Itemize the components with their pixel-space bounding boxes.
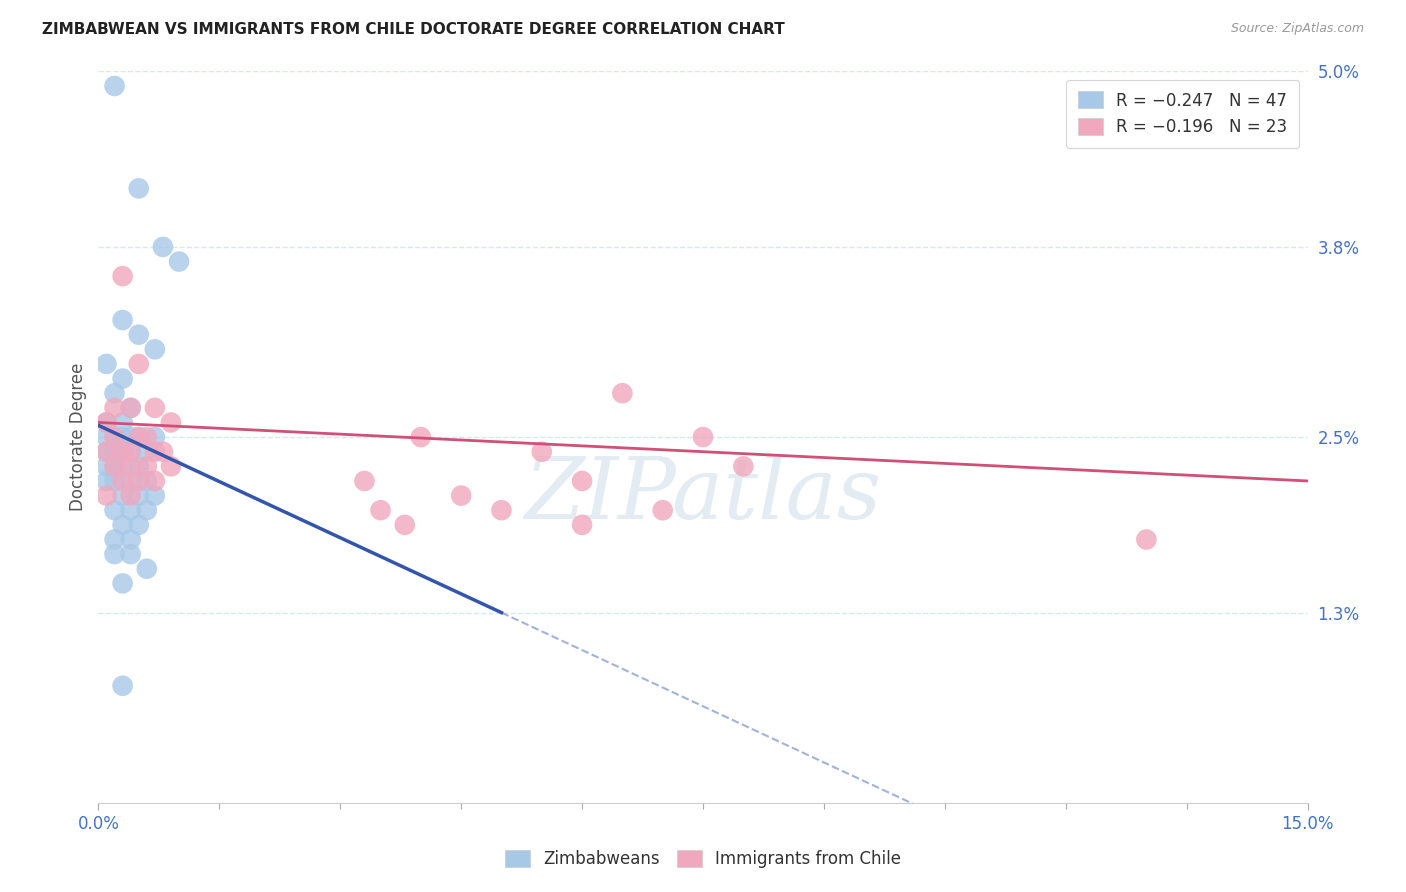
Point xyxy=(96,489,118,503)
Point xyxy=(353,474,375,488)
Point xyxy=(96,444,118,458)
Point xyxy=(143,489,166,503)
Point xyxy=(111,269,134,284)
Point xyxy=(128,181,150,195)
Point xyxy=(120,533,142,547)
Point xyxy=(103,78,125,93)
Point xyxy=(103,533,125,547)
Point xyxy=(103,459,125,474)
Point xyxy=(128,459,150,474)
Point xyxy=(571,517,593,532)
Point xyxy=(143,474,166,488)
Point xyxy=(120,547,142,561)
Point xyxy=(111,517,134,532)
Point xyxy=(152,444,174,458)
Point xyxy=(571,474,593,488)
Point xyxy=(103,401,125,415)
Point xyxy=(128,430,150,444)
Point xyxy=(103,386,125,401)
Point xyxy=(128,430,150,444)
Point xyxy=(143,444,166,458)
Point xyxy=(103,503,125,517)
Point xyxy=(120,503,142,517)
Point xyxy=(135,474,157,488)
Point xyxy=(409,430,432,444)
Point xyxy=(128,474,150,488)
Point xyxy=(128,357,150,371)
Point xyxy=(128,489,150,503)
Text: ZIMBABWEAN VS IMMIGRANTS FROM CHILE DOCTORATE DEGREE CORRELATION CHART: ZIMBABWEAN VS IMMIGRANTS FROM CHILE DOCT… xyxy=(42,22,785,37)
Point xyxy=(530,444,553,458)
Point xyxy=(128,327,150,342)
Point xyxy=(733,459,755,474)
Point xyxy=(167,254,190,268)
Point xyxy=(143,401,166,415)
Point xyxy=(111,430,134,444)
Point xyxy=(120,444,142,458)
Point xyxy=(120,430,142,444)
Point xyxy=(111,489,134,503)
Point xyxy=(103,430,125,444)
Point xyxy=(111,444,134,458)
Point xyxy=(111,371,134,385)
Text: Source: ZipAtlas.com: Source: ZipAtlas.com xyxy=(1230,22,1364,36)
Point xyxy=(96,357,118,371)
Point xyxy=(152,240,174,254)
Point xyxy=(120,401,142,415)
Point xyxy=(160,416,183,430)
Point xyxy=(135,459,157,474)
Point xyxy=(96,474,118,488)
Point xyxy=(491,503,513,517)
Point xyxy=(103,459,125,474)
Point xyxy=(135,444,157,458)
Point xyxy=(103,444,125,458)
Point xyxy=(143,430,166,444)
Point xyxy=(103,430,125,444)
Point xyxy=(103,547,125,561)
Point xyxy=(103,474,125,488)
Legend: R = −0.247   N = 47, R = −0.196   N = 23: R = −0.247 N = 47, R = −0.196 N = 23 xyxy=(1067,79,1299,148)
Point xyxy=(120,444,142,458)
Point xyxy=(111,576,134,591)
Point xyxy=(394,517,416,532)
Point xyxy=(111,679,134,693)
Point xyxy=(96,430,118,444)
Point xyxy=(135,562,157,576)
Point xyxy=(1135,533,1157,547)
Point xyxy=(96,444,118,458)
Point xyxy=(120,489,142,503)
Point xyxy=(143,343,166,357)
Point xyxy=(160,459,183,474)
Y-axis label: Doctorate Degree: Doctorate Degree xyxy=(69,363,87,511)
Point xyxy=(111,416,134,430)
Point xyxy=(128,517,150,532)
Point xyxy=(120,474,142,488)
Point xyxy=(96,416,118,430)
Point xyxy=(135,503,157,517)
Point xyxy=(111,459,134,474)
Point xyxy=(135,430,157,444)
Point xyxy=(120,401,142,415)
Point xyxy=(111,474,134,488)
Legend: Zimbabweans, Immigrants from Chile: Zimbabweans, Immigrants from Chile xyxy=(498,843,908,875)
Point xyxy=(450,489,472,503)
Point xyxy=(96,459,118,474)
Point xyxy=(111,444,134,458)
Text: ZIPatlas: ZIPatlas xyxy=(524,454,882,537)
Point xyxy=(96,416,118,430)
Point xyxy=(612,386,634,401)
Point xyxy=(692,430,714,444)
Point xyxy=(120,459,142,474)
Point xyxy=(651,503,673,517)
Point xyxy=(370,503,392,517)
Point xyxy=(111,313,134,327)
